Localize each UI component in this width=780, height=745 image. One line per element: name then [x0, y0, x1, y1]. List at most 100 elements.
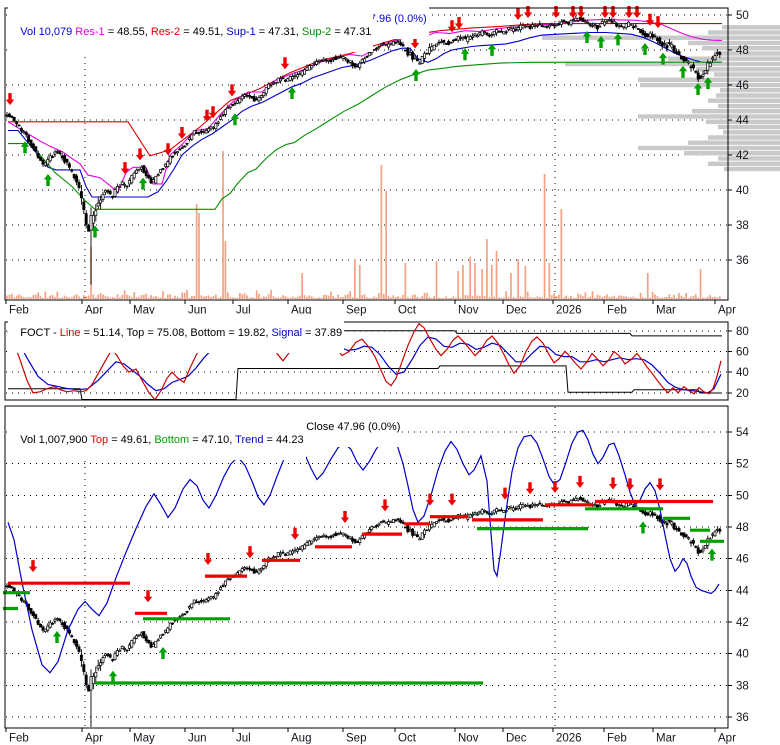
candle-body	[394, 519, 398, 522]
candle-body	[401, 44, 405, 47]
volume-bar	[39, 296, 42, 299]
candle-body	[375, 525, 379, 527]
volume-bar	[699, 269, 702, 299]
buy-arrow-icon	[43, 174, 53, 186]
buy-arrow-icon	[230, 113, 240, 126]
y-tick-label: 46	[736, 554, 749, 566]
volume-bar	[325, 294, 327, 299]
candle-body	[679, 532, 683, 536]
candle-body	[442, 39, 446, 43]
oscillator-signal-value: = 37.89	[302, 327, 343, 339]
candle-body	[319, 536, 323, 538]
candle-body	[137, 634, 141, 637]
volume-bar	[447, 298, 450, 299]
volume-bar	[176, 296, 179, 299]
candle-body	[29, 608, 33, 614]
candle-body	[300, 70, 304, 76]
candle-body	[315, 537, 319, 541]
x-tick-label: May	[133, 733, 155, 745]
volume-bar	[558, 294, 560, 299]
candle-body	[185, 610, 189, 613]
candle-body	[103, 189, 107, 193]
candle-body	[526, 25, 530, 28]
volume-bar	[83, 295, 85, 299]
volume-bar	[466, 295, 469, 299]
candle-body	[651, 512, 655, 516]
candle-body	[387, 521, 391, 525]
candle-body	[636, 28, 640, 30]
candle-body	[29, 139, 33, 146]
candle-body	[408, 529, 412, 532]
candle-body	[502, 31, 506, 35]
candle-body	[204, 599, 208, 603]
x-tick-label: Nov	[458, 305, 479, 317]
volume-bar	[450, 298, 452, 299]
volume-bar	[332, 295, 335, 299]
sell-arrow-icon	[568, 6, 578, 18]
candle-body	[115, 650, 119, 656]
volume-bar	[586, 297, 589, 299]
candle-body	[10, 115, 14, 118]
volume-bar	[522, 297, 524, 299]
volume-bar	[212, 296, 215, 299]
candle-body	[91, 676, 95, 684]
volume-bar	[454, 297, 457, 299]
volume-bar	[622, 296, 625, 299]
candle-body	[281, 77, 285, 80]
candle-body	[598, 505, 602, 507]
candle-body	[151, 643, 155, 647]
candle-body	[269, 84, 273, 87]
y-tick-label: 52	[736, 459, 749, 471]
candle-body	[564, 500, 568, 503]
sell-arrow-icon	[245, 546, 255, 559]
candle-body	[178, 148, 182, 151]
candle-body	[715, 528, 719, 531]
x-tick-label: Feb	[9, 305, 29, 317]
volume-bar	[243, 293, 246, 299]
candle-body	[41, 160, 45, 165]
candle-body	[675, 528, 679, 530]
volume-profile-bar	[714, 72, 780, 77]
x-tick-label: Dec	[506, 733, 527, 745]
volume-bar	[54, 296, 56, 299]
candle-body	[288, 550, 292, 556]
candle-body	[175, 151, 179, 154]
sell-arrow-icon	[608, 6, 618, 18]
candle-body	[67, 163, 71, 168]
candle-body	[219, 116, 223, 120]
volume-bar	[474, 263, 476, 299]
candle-body	[466, 36, 470, 42]
volume-profile-bar	[718, 156, 780, 161]
volume-bar	[438, 297, 440, 299]
y-tick-label: 48	[736, 45, 749, 57]
candle-body	[190, 134, 194, 140]
candle-body	[706, 62, 710, 71]
candle-body	[113, 189, 117, 197]
volume-bar	[603, 295, 606, 299]
volume-bar	[27, 296, 30, 299]
volume-bar	[428, 297, 431, 299]
candle-body	[694, 545, 698, 548]
volume-bar	[589, 296, 591, 299]
candle-body	[46, 625, 50, 631]
y-tick-label: 36	[736, 712, 749, 724]
volume-bar	[284, 296, 287, 299]
candle-body	[101, 193, 105, 200]
candle-body	[147, 639, 151, 644]
volume-bar	[337, 294, 339, 299]
candle-body	[701, 73, 705, 77]
candle-body	[598, 25, 602, 28]
volume-bar	[193, 296, 196, 299]
candle-body	[243, 567, 247, 570]
candle-body	[718, 51, 722, 55]
candle-body	[250, 568, 254, 571]
sell-arrow-icon	[550, 481, 560, 493]
volume-bar	[63, 295, 66, 299]
candle-body	[322, 534, 326, 537]
volume-bar	[270, 289, 272, 299]
candle-body	[339, 56, 343, 59]
candle-body	[171, 155, 175, 158]
candle-body	[240, 95, 244, 100]
candle-body	[605, 20, 609, 23]
